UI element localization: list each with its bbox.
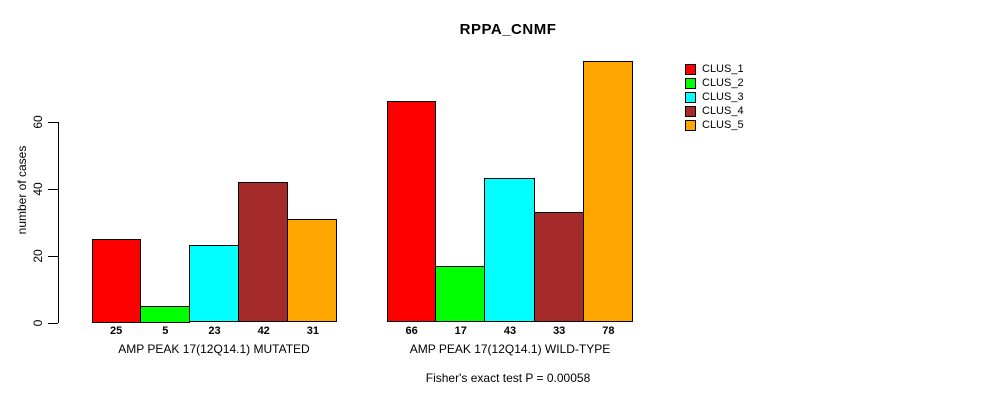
bar-value-label: 78 [602, 324, 615, 337]
bar-value-label: 17 [454, 324, 467, 337]
bar-clus_1-group1 [91, 238, 141, 323]
y-axis-tick-label: 0 [31, 319, 45, 326]
group-label-wild-type: AMP PEAK 17(12Q14.1) WILD-TYPE [409, 342, 611, 356]
fisher-test-annotation: Fisher's exact test P = 0.00058 [425, 371, 591, 385]
bar-clus_2-group1 [139, 305, 190, 323]
y-axis-tick-label: 40 [31, 181, 45, 196]
bar-value-label: 66 [405, 324, 418, 337]
chart-title: RPPA_CNMF [459, 21, 557, 38]
y-axis-label: number of cases [15, 145, 29, 235]
legend-item-clus_4: CLUS_4 [685, 106, 744, 117]
y-axis-tick-label: 60 [31, 114, 45, 129]
y-axis-tick-label: 20 [31, 248, 45, 263]
bar-value-label: 33 [553, 324, 566, 337]
bar-value-label: 43 [503, 324, 517, 337]
bar-clus_5-group2 [582, 61, 633, 323]
bar-clus_3-group1 [188, 245, 240, 323]
bar-clus_5-group1 [287, 218, 338, 323]
legend: CLUS_1 CLUS_2 CLUS_3 CLUS_4 CLUS_5 [685, 64, 744, 131]
legend-swatch-clus_4 [685, 106, 696, 117]
bar-value-label: 25 [109, 324, 123, 337]
legend-swatch-clus_2 [685, 78, 696, 89]
y-axis-tick [48, 255, 58, 257]
legend-item-clus_1: CLUS_1 [685, 64, 744, 75]
legend-item-clus_3: CLUS_3 [685, 92, 744, 103]
bar-clus_3-group2 [484, 178, 535, 323]
legend-swatch-clus_1 [685, 64, 696, 75]
legend-label: CLUS_4 [702, 105, 744, 117]
y-axis-tick [48, 322, 58, 324]
y-axis-tick [48, 188, 58, 190]
y-axis-tick [48, 121, 58, 123]
bar-clus_4-group2 [533, 211, 584, 323]
y-axis-line [58, 121, 59, 323]
legend-item-clus_5: CLUS_5 [685, 120, 744, 131]
group-label-mutated: AMP PEAK 17(12Q14.1) MUTATED [118, 342, 310, 356]
bar-clus_4-group1 [238, 181, 289, 323]
bar-clus_2-group2 [435, 265, 486, 323]
legend-label: CLUS_1 [702, 63, 744, 75]
bar-clus_1-group2 [387, 101, 437, 323]
legend-label: CLUS_3 [702, 91, 744, 103]
bar-value-label: 31 [306, 324, 320, 337]
legend-label: CLUS_5 [702, 119, 744, 131]
bar-value-label: 42 [257, 324, 270, 337]
legend-swatch-clus_5 [685, 120, 696, 131]
legend-item-clus_2: CLUS_2 [685, 78, 744, 89]
legend-label: CLUS_2 [702, 77, 744, 89]
legend-swatch-clus_3 [685, 92, 696, 103]
bar-value-label: 5 [162, 324, 169, 337]
bar-value-label: 23 [208, 324, 221, 337]
